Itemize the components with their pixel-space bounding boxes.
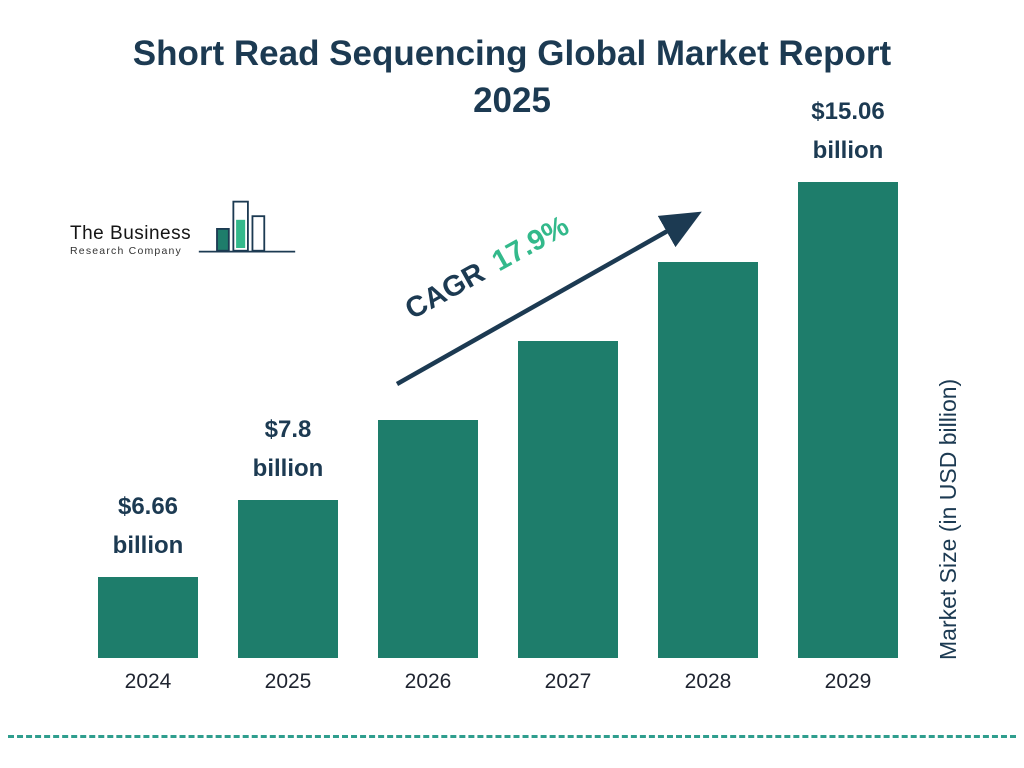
bar-value-label-line: $15.06 — [811, 98, 885, 126]
company-logo: The Business Research Company — [70, 196, 297, 265]
bar-value-label-line: $7.8 — [264, 416, 312, 444]
bar-2024 — [98, 577, 198, 658]
logo-name: The Business — [70, 223, 192, 244]
bar-value-label-line: $6.66 — [117, 493, 179, 521]
page-title-line2: 2025 — [473, 81, 551, 121]
x-tick-label-2026: 2026 — [404, 670, 452, 693]
x-tick-label-2028: 2028 — [684, 670, 732, 693]
bar-2029 — [798, 182, 898, 658]
bar-value-label-2024: $6.66 billion — [78, 488, 218, 565]
bar-chart-logo-icon — [197, 196, 297, 265]
x-tick-label-2024: 2024 — [124, 670, 172, 693]
bar-2028 — [658, 262, 758, 658]
x-tick-label-2029: 2029 — [824, 670, 872, 693]
bar-value-label-line: billion — [812, 136, 884, 164]
page-title-line1: Short Read Sequencing Global Market Repo… — [132, 34, 892, 73]
x-tick-label-2027: 2027 — [544, 670, 592, 693]
bar-chart: $6.66 billion 2024 $7.8 billion 2025 2026 2027 2… — [0, 98, 1024, 693]
x-tick-label-2025: 2025 — [264, 670, 312, 693]
bar-2025 — [238, 500, 338, 658]
bar-value-label-line: billion — [252, 454, 324, 482]
page-title: Short Read Sequencing Global Market Repo… — [0, 30, 1024, 125]
bar-value-label-2029: $15.06 billion — [778, 93, 918, 170]
bottom-dashed-divider — [8, 735, 1016, 738]
y-axis-label: Market Size (in USD billion) — [935, 378, 961, 660]
logo-subname: Research Company — [70, 245, 182, 257]
bar-value-label-2025: $7.8 billion — [218, 411, 358, 488]
bar-value-label-line: billion — [112, 531, 184, 559]
bar-2027 — [518, 341, 618, 658]
company-logo-text: The Business Research Company — [70, 223, 191, 265]
bar-2026 — [378, 420, 478, 658]
